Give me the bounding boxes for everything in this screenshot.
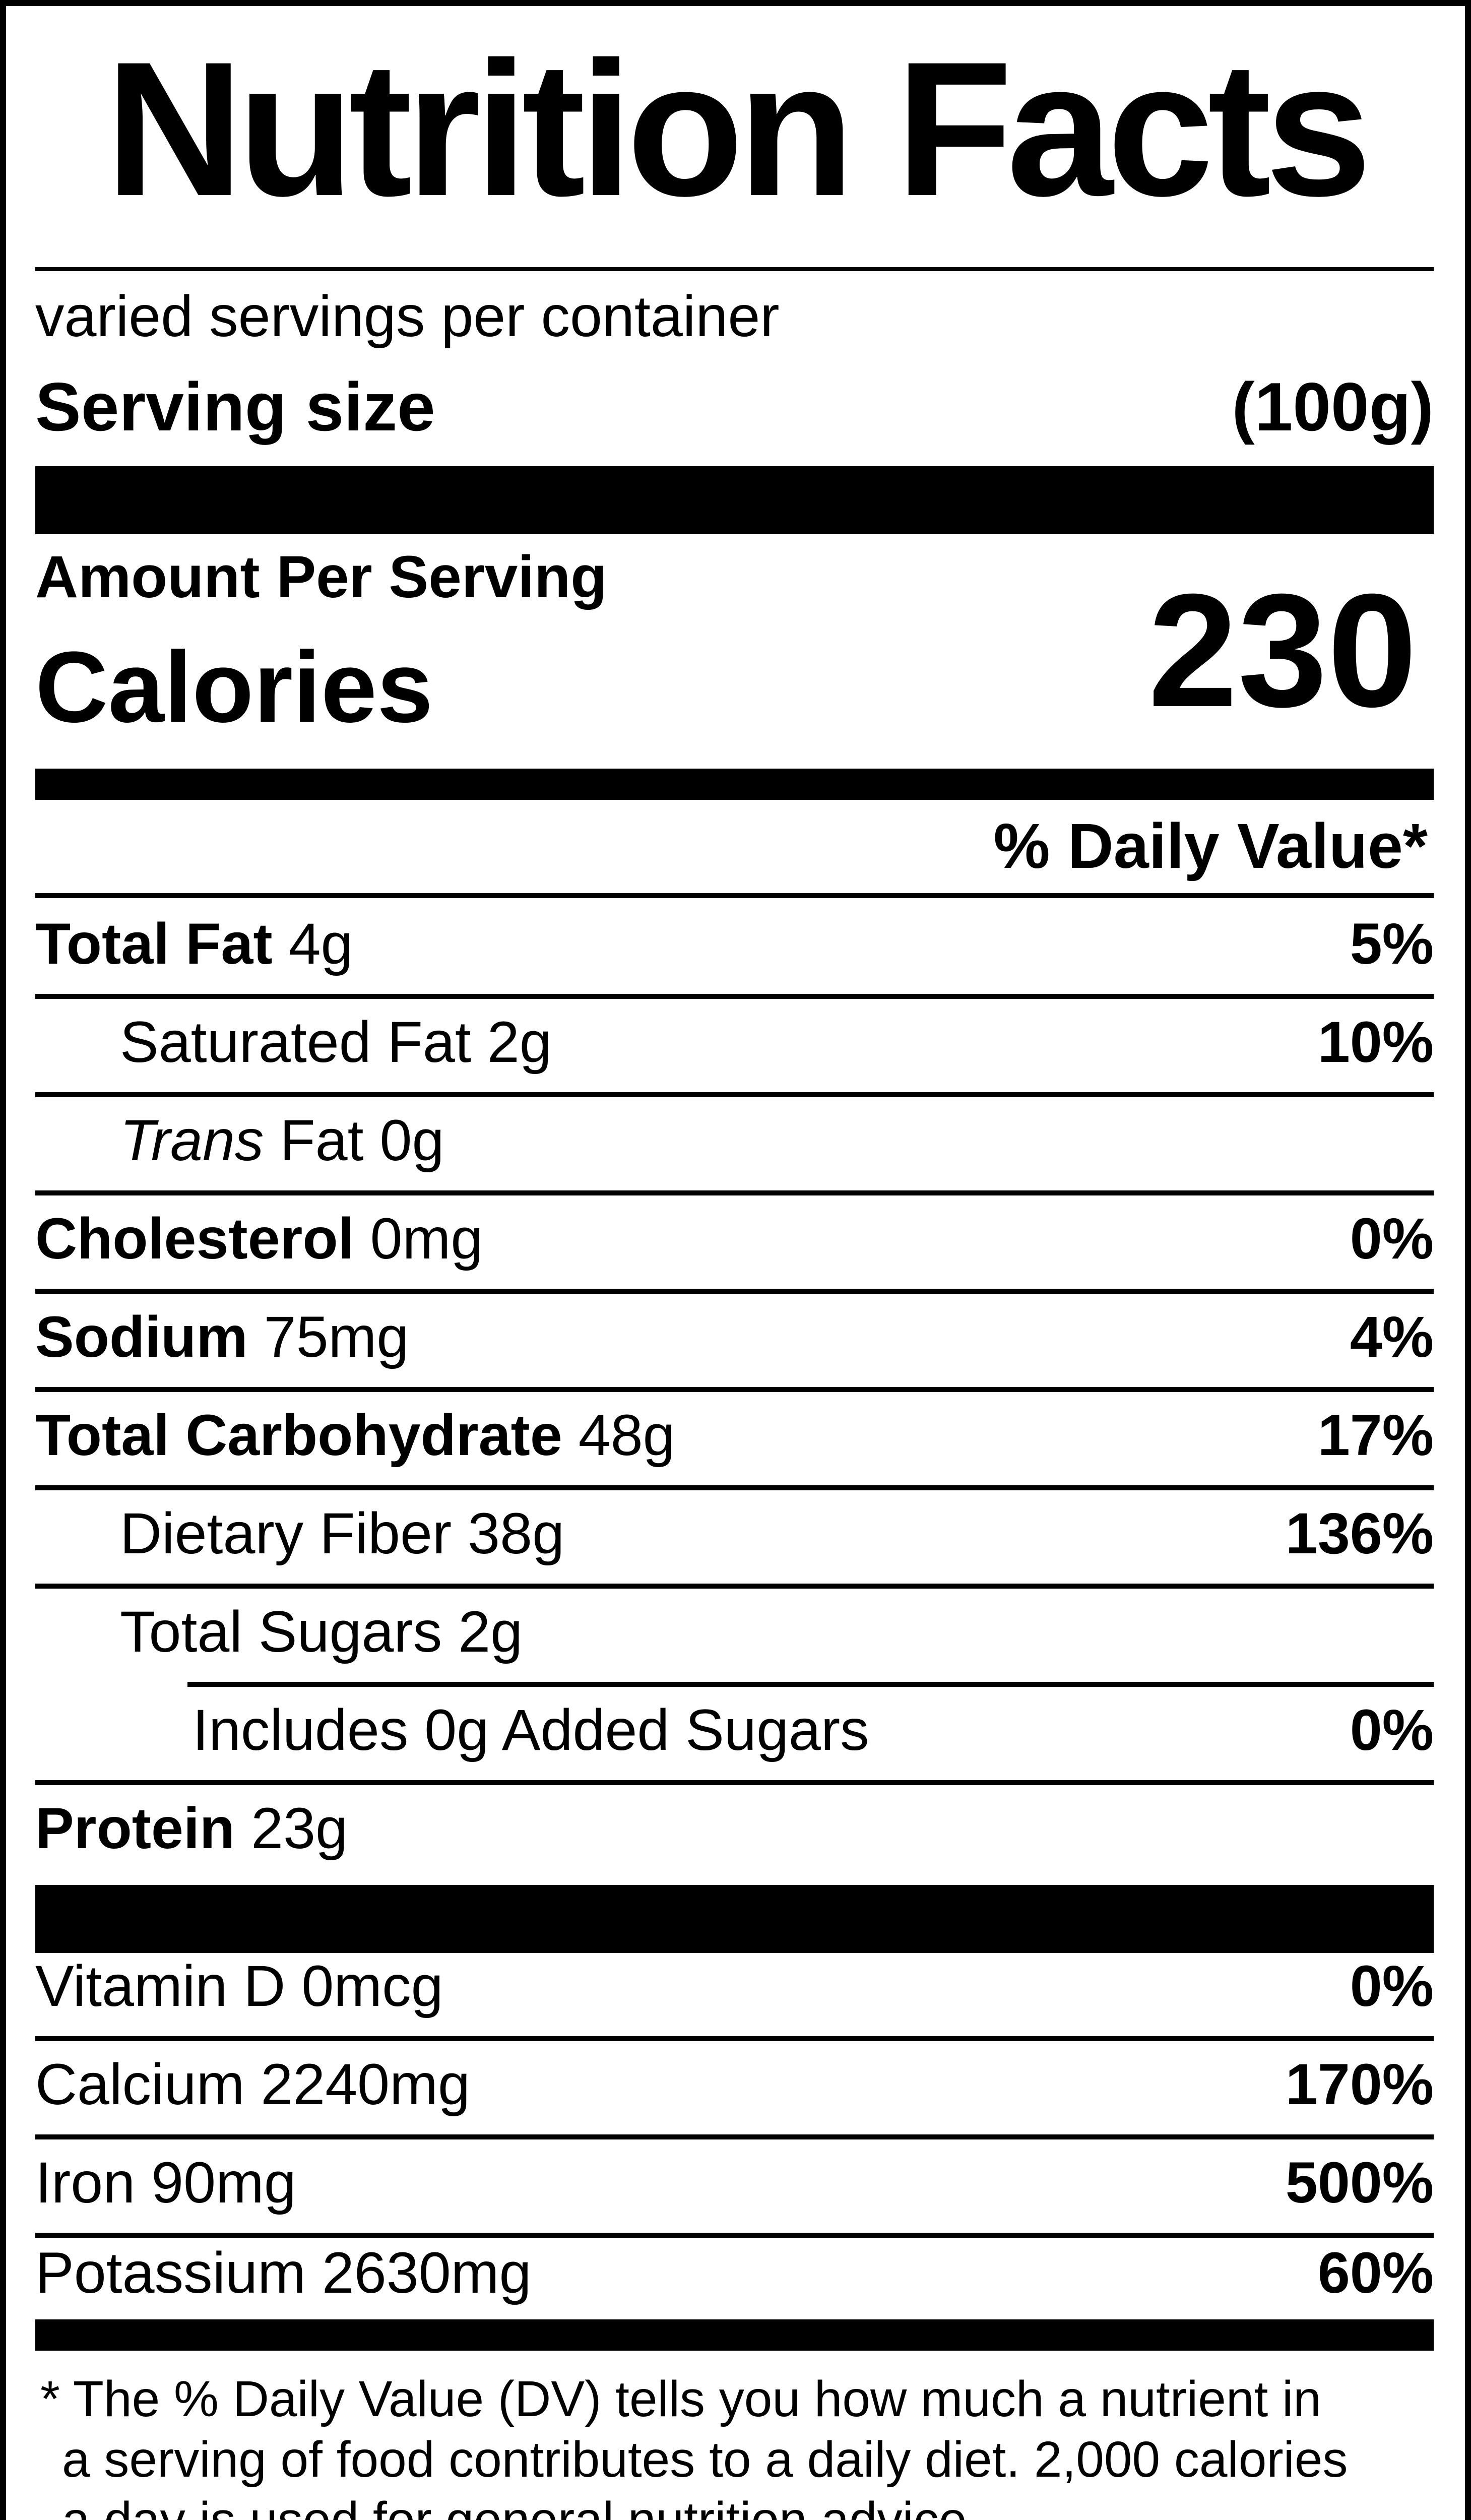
dv-value: 0% bbox=[1350, 1207, 1434, 1271]
dv-value: 10% bbox=[1317, 1010, 1434, 1075]
vitamin-row-potassium: Potassium 2630mg 60% bbox=[35, 2244, 1434, 2302]
vitamin-name: Vitamin D bbox=[35, 1954, 286, 2019]
section-bar-medium bbox=[35, 2319, 1434, 2351]
divider bbox=[35, 2134, 1434, 2139]
divider bbox=[35, 267, 1434, 271]
nutrient-row-dietary-fiber: Dietary Fiber 38g 136% bbox=[35, 1505, 1434, 1563]
divider bbox=[35, 2233, 1434, 2238]
amount-per-serving: Amount Per Serving bbox=[35, 544, 607, 610]
dv-value: 4% bbox=[1350, 1305, 1434, 1369]
nutrient-row-trans-fat: Trans Fat 0g bbox=[35, 1112, 1434, 1170]
dv-value: 0% bbox=[1350, 1954, 1434, 2019]
footnote-line: a serving of food contributes to a daily… bbox=[62, 2431, 1348, 2488]
nutrient-amount: Fat 0g bbox=[280, 1108, 444, 1173]
nutrient-name: Total Fat bbox=[35, 912, 273, 976]
divider bbox=[35, 1387, 1434, 1392]
vitamin-name: Calcium bbox=[35, 2052, 245, 2117]
divider bbox=[35, 1289, 1434, 1294]
dv-value: 17% bbox=[1317, 1403, 1434, 1468]
nutrient-name: Includes 0g Added Sugars bbox=[193, 1698, 869, 1762]
nutrient-amount: 48g bbox=[578, 1403, 675, 1468]
vitamin-name: Potassium bbox=[35, 2241, 306, 2305]
nutrient-name: Saturated Fat bbox=[120, 1010, 471, 1075]
vitamin-name: Iron bbox=[35, 2151, 136, 2215]
nutrient-row-total-carbohydrate: Total Carbohydrate 48g 17% bbox=[35, 1407, 1434, 1465]
nutrient-row-protein: Protein 23g bbox=[35, 1800, 1434, 1858]
serving-size-value: (100g) bbox=[1232, 368, 1434, 445]
divider bbox=[35, 1190, 1434, 1195]
nutrient-amount: 4g bbox=[288, 912, 353, 976]
nutrient-name: Total Carbohydrate bbox=[35, 1403, 562, 1468]
dv-value: 170% bbox=[1285, 2052, 1434, 2117]
vitamin-amount: 90mg bbox=[151, 2151, 296, 2215]
calories-value: 230 bbox=[1148, 560, 1417, 740]
dv-value: 500% bbox=[1285, 2151, 1434, 2215]
section-bar-thick bbox=[35, 1885, 1434, 1953]
label-title: Nutrition Facts bbox=[105, 22, 1372, 236]
vitamin-amount: 0mcg bbox=[301, 1954, 443, 2019]
section-bar-medium bbox=[35, 769, 1434, 800]
nutrient-amount: 2g bbox=[458, 1600, 523, 1664]
nutrient-row-sodium: Sodium 75mg 4% bbox=[35, 1308, 1434, 1366]
divider-short bbox=[187, 1682, 1434, 1687]
nutrient-name: Trans bbox=[120, 1108, 264, 1173]
daily-value-header: % Daily Value* bbox=[993, 810, 1428, 881]
divider bbox=[35, 1780, 1434, 1785]
nutrient-row-total-fat: Total Fat 4g 5% bbox=[35, 915, 1434, 973]
vitamin-row-calcium: Calcium 2240mg 170% bbox=[35, 2056, 1434, 2114]
vitamin-amount: 2240mg bbox=[261, 2052, 470, 2117]
nutrient-name: Protein bbox=[35, 1796, 235, 1861]
servings-per-container: varied servings per container bbox=[35, 284, 780, 349]
dv-value: 136% bbox=[1285, 1501, 1434, 1566]
nutrient-name: Cholesterol bbox=[35, 1207, 354, 1271]
serving-size-label: Serving size bbox=[35, 368, 435, 445]
divider bbox=[35, 1485, 1434, 1490]
nutrient-amount: 75mg bbox=[264, 1305, 409, 1369]
divider bbox=[35, 1584, 1434, 1589]
daily-value-footnote: * The % Daily Value (DV) tells you how m… bbox=[40, 2369, 1434, 2520]
dv-value: 0% bbox=[1350, 1698, 1434, 1762]
divider bbox=[35, 994, 1434, 999]
nutrient-name: Sodium bbox=[35, 1305, 248, 1369]
nutrient-row-added-sugars: Includes 0g Added Sugars 0% bbox=[35, 1702, 1434, 1759]
dv-value: 60% bbox=[1317, 2241, 1434, 2305]
nutrient-row-total-sugars: Total Sugars 2g bbox=[35, 1603, 1434, 1661]
serving-size-row: Serving size (100g) bbox=[35, 372, 1434, 441]
nutrient-row-cholesterol: Cholesterol 0mg 0% bbox=[35, 1210, 1434, 1268]
divider bbox=[35, 893, 1434, 898]
calories-label: Calories bbox=[35, 631, 433, 743]
footnote-line: * The % Daily Value (DV) tells you how m… bbox=[40, 2371, 1321, 2427]
divider bbox=[35, 2036, 1434, 2041]
dv-value: 5% bbox=[1350, 912, 1434, 976]
footnote-line: a day is used for general nutrition advi… bbox=[62, 2492, 981, 2520]
nutrient-row-saturated-fat: Saturated Fat 2g 10% bbox=[35, 1014, 1434, 1072]
nutrient-amount: 0mg bbox=[370, 1207, 483, 1271]
vitamin-row-iron: Iron 90mg 500% bbox=[35, 2154, 1434, 2212]
vitamin-row-vitamin-d: Vitamin D 0mcg 0% bbox=[35, 1958, 1434, 2015]
nutrient-name: Dietary Fiber bbox=[120, 1501, 452, 1566]
section-bar-thick bbox=[35, 466, 1434, 534]
nutrient-amount: 2g bbox=[487, 1010, 552, 1075]
nutrient-amount: 38g bbox=[468, 1501, 565, 1566]
nutrient-name: Total Sugars bbox=[120, 1600, 442, 1664]
divider bbox=[35, 1092, 1434, 1097]
vitamin-amount: 2630mg bbox=[322, 2241, 532, 2305]
nutrient-amount: 23g bbox=[251, 1796, 348, 1861]
